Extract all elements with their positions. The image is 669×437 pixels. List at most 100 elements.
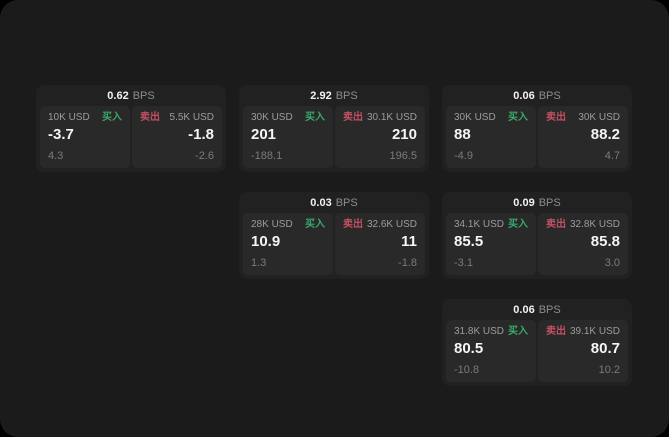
sell-price: 11 [401,233,417,250]
buy-panel[interactable]: 31.8K USD 买入 80.5 -10.8 [446,320,536,382]
sell-amount: 39.1K USD [569,326,620,337]
quote-card: 0.62 BPS 10K USD 买入 -3.7 4.3 卖出 5.5K USD [36,85,226,172]
sell-side-label: 卖出 [546,112,566,123]
buy-side-label: 买入 [102,112,122,123]
buy-price: -3.7 [48,126,74,143]
sell-price: 88.2 [590,126,620,143]
buy-sub-value: 4.3 [48,150,64,162]
quote-panels: 30K USD 买入 88 -4.9 卖出 30K USD 88.2 4.7 [446,106,628,168]
bps-unit: BPS [538,90,561,102]
sell-sub-value: 10.2 [598,364,620,376]
bps-value: 0.03 [310,197,332,209]
buy-sub-value: -10.8 [454,364,480,376]
buy-sub-value: -3.1 [454,257,473,269]
buy-sub-value: 1.3 [251,257,267,269]
buy-side-label: 买入 [508,326,528,337]
sell-panel[interactable]: 卖出 32.6K USD 11 -1.8 [335,213,425,275]
buy-amount: 30K USD [251,112,293,123]
bps-unit: BPS [538,197,561,209]
sell-panel-top: 卖出 5.5K USD [140,112,214,124]
sell-sub-value: -1.8 [398,257,417,269]
buy-panel[interactable]: 10K USD 买入 -3.7 4.3 [40,106,130,168]
quote-panels: 30K USD 买入 201 -188.1 卖出 30.1K USD 210 1… [243,106,425,168]
quote-cards-grid: 0.62 BPS 10K USD 买入 -3.7 4.3 卖出 5.5K USD [36,85,632,386]
sell-side-label: 卖出 [546,219,566,230]
sell-panel-top: 卖出 39.1K USD [546,326,620,338]
buy-side-label: 买入 [508,112,528,123]
buy-panel[interactable]: 34.1K USD 买入 85.5 -3.1 [446,213,536,275]
sell-panel[interactable]: 卖出 30.1K USD 210 196.5 [335,106,425,168]
buy-side-label: 买入 [305,219,325,230]
bps-value: 0.62 [107,90,129,102]
sell-amount: 30.1K USD [366,112,417,123]
buy-amount: 10K USD [48,112,90,123]
card-header: 0.06 BPS [446,301,628,320]
buy-sub-value: -188.1 [251,150,283,162]
buy-panel-top: 30K USD 买入 [251,112,325,124]
buy-side-label: 买入 [305,112,325,123]
sell-panel-top: 卖出 32.6K USD [343,219,417,231]
sell-side-label: 卖出 [546,326,566,337]
card-header: 2.92 BPS [243,87,425,106]
buy-panel-top: 30K USD 买入 [454,112,528,124]
sell-amount: 32.8K USD [569,219,620,230]
sell-panel[interactable]: 卖出 5.5K USD -1.8 -2.6 [132,106,222,168]
card-header: 0.03 BPS [243,194,425,213]
sell-side-label: 卖出 [343,219,363,230]
bps-unit: BPS [335,90,358,102]
card-header: 0.62 BPS [40,87,222,106]
sell-panel[interactable]: 卖出 30K USD 88.2 4.7 [538,106,628,168]
quote-panels: 34.1K USD 买入 85.5 -3.1 卖出 32.8K USD 85.8… [446,213,628,275]
buy-panel-top: 31.8K USD 买入 [454,326,528,338]
sell-panel-top: 卖出 30K USD [546,112,620,124]
quote-card: 0.09 BPS 34.1K USD 买入 85.5 -3.1 卖出 32.8K… [442,192,632,279]
sell-panel[interactable]: 卖出 39.1K USD 80.7 10.2 [538,320,628,382]
sell-sub-value: 3.0 [604,257,620,269]
buy-side-label: 买入 [508,219,528,230]
bps-value: 2.92 [310,90,332,102]
sell-price: 80.7 [590,340,620,357]
quote-panels: 28K USD 买入 10.9 1.3 卖出 32.6K USD 11 -1.8 [243,213,425,275]
buy-panel-top: 10K USD 买入 [48,112,122,124]
sell-amount: 32.6K USD [366,219,417,230]
quote-card: 0.06 BPS 30K USD 买入 88 -4.9 卖出 30K USD [442,85,632,172]
buy-sub-value: -4.9 [454,150,473,162]
buy-amount: 28K USD [251,219,293,230]
card-header: 0.09 BPS [446,194,628,213]
quote-panels: 10K USD 买入 -3.7 4.3 卖出 5.5K USD -1.8 -2.… [40,106,222,168]
quote-card: 0.03 BPS 28K USD 买入 10.9 1.3 卖出 32.6K US… [239,192,429,279]
bps-unit: BPS [538,304,561,316]
sell-price: 85.8 [590,233,620,250]
sell-amount: 5.5K USD [169,112,214,123]
buy-panel[interactable]: 30K USD 买入 201 -188.1 [243,106,333,168]
bps-unit: BPS [132,90,155,102]
buy-panel-top: 28K USD 买入 [251,219,325,231]
quote-card: 2.92 BPS 30K USD 买入 201 -188.1 卖出 30.1K … [239,85,429,172]
buy-panel[interactable]: 28K USD 买入 10.9 1.3 [243,213,333,275]
buy-panel[interactable]: 30K USD 买入 88 -4.9 [446,106,536,168]
buy-price: 80.5 [454,340,484,357]
buy-panel-top: 34.1K USD 买入 [454,219,528,231]
buy-amount: 34.1K USD [454,219,505,230]
sell-price: 210 [391,126,417,143]
sell-panel-top: 卖出 30.1K USD [343,112,417,124]
bps-unit: BPS [335,197,358,209]
buy-price: 85.5 [454,233,484,250]
buy-amount: 31.8K USD [454,326,505,337]
buy-price: 201 [251,126,277,143]
bps-value: 0.09 [513,197,535,209]
sell-panel-top: 卖出 32.8K USD [546,219,620,231]
sell-side-label: 卖出 [140,112,160,123]
sell-panel[interactable]: 卖出 32.8K USD 85.8 3.0 [538,213,628,275]
sell-amount: 30K USD [578,112,620,123]
sell-side-label: 卖出 [343,112,363,123]
bps-value: 0.06 [513,90,535,102]
buy-price: 88 [454,126,471,143]
buy-price: 10.9 [251,233,281,250]
card-header: 0.06 BPS [446,87,628,106]
sell-sub-value: 196.5 [389,150,417,162]
quote-panels: 31.8K USD 买入 80.5 -10.8 卖出 39.1K USD 80.… [446,320,628,382]
buy-amount: 30K USD [454,112,496,123]
quote-card: 0.06 BPS 31.8K USD 买入 80.5 -10.8 卖出 39.1… [442,299,632,386]
sell-sub-value: 4.7 [604,150,620,162]
